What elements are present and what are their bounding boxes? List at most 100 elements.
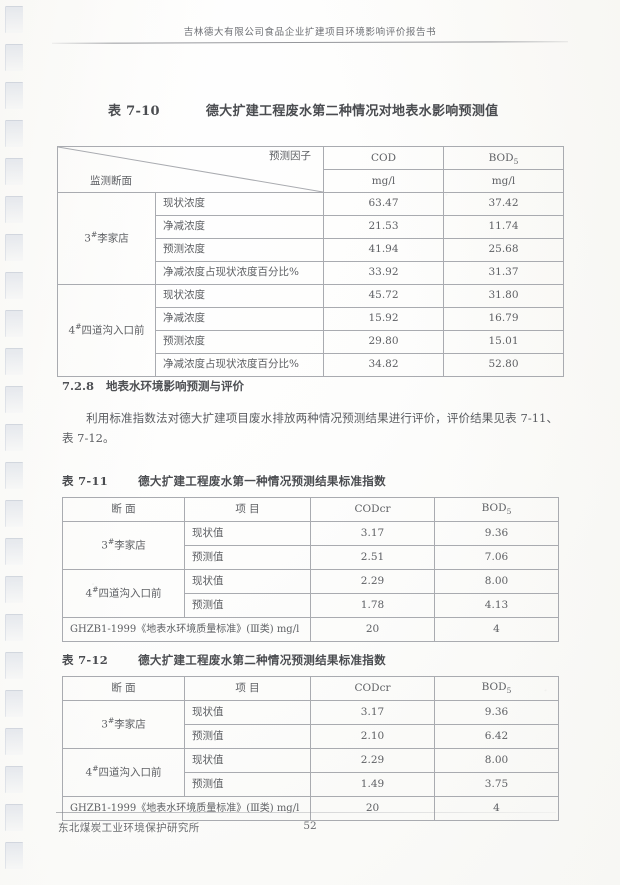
table-712-g0-r0-codcr: 3.17 xyxy=(310,700,435,725)
table-710-g0-r2-bod: 25.68 xyxy=(443,238,564,262)
table-710-g1-r2-item: 预测浓度 xyxy=(155,330,324,354)
table-710-g1-r3-item: 净减浓度占现状浓度百分比% xyxy=(155,353,324,377)
table-710-caption: 表 7-10 德大扩建工程废水第二种情况对地表水影响预测值 xyxy=(108,100,498,119)
table-711-header-section: 断 面 xyxy=(62,497,185,522)
table-row: 净减浓度 21.53 11.74 xyxy=(58,215,564,239)
table-710-g1-r0-item: 现状浓度 xyxy=(155,284,324,308)
table-712-g0-r1-bod: 6.42 xyxy=(434,724,559,749)
section-number: 7.2.8 xyxy=(62,379,95,393)
table-710-col-cod-name: COD xyxy=(370,152,397,164)
table-row: 预测值 1.49 3.75 xyxy=(63,772,559,797)
table-710-corner-cell: 预测因子 监测断面 xyxy=(57,146,324,193)
table-711-header-bod: BOD5 xyxy=(434,497,559,522)
table-712-standard-label: GHZB1-1999《地表水环境质量标准》(Ⅲ类) mg/l xyxy=(62,796,311,821)
table-711-standard-label: GHZB1-1999《地表水环境质量标准》(Ⅲ类) mg/l xyxy=(62,617,311,642)
table-711-g1-r1-codcr: 1.78 xyxy=(310,593,435,618)
table-710-g0-r1-cod: 21.53 xyxy=(323,215,444,239)
table-712: 断 面 项 目 CODcr BOD5 3#李家店 现状值 3.17 9.36 预… xyxy=(62,676,559,821)
table-710-col-cod-unit: mg/l xyxy=(324,169,443,192)
table-712-caption-title: 德大扩建工程废水第二种情况预测结果标准指数 xyxy=(138,653,386,667)
table-712-caption: 表 7-12 德大扩建工程废水第二种情况预测结果标准指数 xyxy=(62,652,386,668)
table-711-group0-section: 3#李家店 xyxy=(62,521,185,570)
table-711-g1-r0-bod: 8.00 xyxy=(434,569,559,594)
table-710-caption-title: 德大扩建工程废水第二种情况对地表水影响预测值 xyxy=(205,104,499,119)
footer-rule xyxy=(56,812,556,813)
table-712-standard-bod: 4 xyxy=(434,796,559,821)
table-710-g1-r0-cod: 45.72 xyxy=(323,284,444,308)
table-711: 断 面 项 目 CODcr BOD5 3#李家店 现状值 3.17 9.36 预… xyxy=(62,497,559,642)
table-712-g0-r1-codcr: 2.10 xyxy=(310,724,435,749)
table-710-g1-r1-item: 净减浓度 xyxy=(155,307,324,331)
header-rule xyxy=(51,41,569,44)
table-712-g0-r0-item: 现状值 xyxy=(184,700,311,725)
table-row: 净减浓度占现状浓度百分比% 34.82 52.80 xyxy=(58,353,564,377)
table-712-g0-r0-bod: 9.36 xyxy=(434,700,559,725)
footer-institute: 东北煤炭工业环境保护研究所 xyxy=(58,822,200,834)
table-711-header-codcr: CODcr xyxy=(310,497,435,522)
diagonal-line-icon xyxy=(58,147,323,192)
corner-label-predict-factor: 预测因子 xyxy=(269,150,311,162)
table-711-g0-r0-codcr: 3.17 xyxy=(310,521,435,546)
table-712-g1-r0-item: 现状值 xyxy=(184,748,311,773)
table-712-g1-r1-bod: 3.75 xyxy=(434,772,559,797)
table-710-col-bod-name: BOD5 xyxy=(488,152,519,167)
table-711-g0-r0-item: 现状值 xyxy=(184,521,311,546)
table-710-g0-r0-item: 现状浓度 xyxy=(155,192,324,216)
table-710: 预测因子 监测断面 COD mg/l BOD5 mg/l 3#李家店 现状 xyxy=(57,146,564,377)
table-711-standard-codcr: 20 xyxy=(310,617,435,642)
section-title: 地表水环境影响预测与评价 xyxy=(106,379,245,393)
table-712-header-codcr: CODcr xyxy=(310,676,435,701)
table-710-g0-r2-item: 预测浓度 xyxy=(155,238,324,262)
table-710-g1-r0-bod: 31.80 xyxy=(443,284,564,308)
table-712-header-section: 断 面 xyxy=(62,676,185,701)
table-710-col-cod: COD mg/l xyxy=(323,146,444,193)
section-728-paragraph: 利用标准指数法对德大扩建项目废水排放两种情况预测结果进行评价，评价结果见表 7-… xyxy=(62,408,558,448)
table-710-g0-r3-bod: 31.37 xyxy=(443,261,564,285)
table-710-group0-section: 3#李家店 xyxy=(57,192,156,285)
table-711-g1-r1-item: 预测值 xyxy=(184,593,311,618)
table-row: 4#四道沟入口前 现状值 2.29 8.00 xyxy=(62,569,559,618)
table-712-g0-r1-item: 预测值 xyxy=(184,724,311,749)
table-710-col-bod: BOD5 mg/l xyxy=(443,146,564,193)
table-712-standard-codcr: 20 xyxy=(310,796,435,821)
footer-page-number: 52 xyxy=(303,820,317,832)
table-710-g1-r2-bod: 15.01 xyxy=(443,330,564,354)
table-710-g0-r1-item: 净减浓度 xyxy=(155,215,324,239)
table-row: 预测值 1.78 4.13 xyxy=(63,593,559,618)
table-710-g0-r0-cod: 63.47 xyxy=(323,192,444,216)
table-710-g1-r1-cod: 15.92 xyxy=(323,307,444,331)
table-row: 净减浓度占现状浓度百分比% 33.92 31.37 xyxy=(58,261,564,285)
table-711-g1-r0-item: 现状值 xyxy=(184,569,311,594)
table-712-header-bod: BOD5 xyxy=(434,676,559,701)
table-712-group0-section: 3#李家店 xyxy=(62,700,185,749)
table-row: 4#四道沟入口前 现状浓度 45.72 31.80 xyxy=(57,284,564,377)
section-heading-728: 7.2.8 地表水环境影响预测与评价 xyxy=(62,378,244,394)
table-712-caption-number: 表 7-12 xyxy=(62,653,109,667)
table-712-standard-row: GHZB1-1999《地表水环境质量标准》(Ⅲ类) mg/l 20 4 xyxy=(62,796,559,821)
table-710-group1-section: 4#四道沟入口前 xyxy=(57,284,156,377)
table-row: 预测值 2.10 6.42 xyxy=(63,724,559,749)
table-712-g1-r0-codcr: 2.29 xyxy=(310,748,435,773)
table-711-g1-r1-bod: 4.13 xyxy=(434,593,559,618)
table-711-standard-row: GHZB1-1999《地表水环境质量标准》(Ⅲ类) mg/l 20 4 xyxy=(62,617,559,642)
table-711-g0-r1-codcr: 2.51 xyxy=(310,545,435,570)
table-711-caption-number: 表 7-11 xyxy=(62,474,109,488)
table-711-group1-section: 4#四道沟入口前 xyxy=(62,569,185,618)
table-710-g0-r1-bod: 11.74 xyxy=(443,215,564,239)
table-row: 4#四道沟入口前 现状值 2.29 8.00 xyxy=(62,748,559,797)
table-710-g1-r1-bod: 16.79 xyxy=(443,307,564,331)
table-711-g0-r1-bod: 7.06 xyxy=(434,545,559,570)
table-row: 3#李家店 现状值 3.17 9.36 xyxy=(62,521,559,570)
table-712-group1-section: 4#四道沟入口前 xyxy=(62,748,185,797)
table-710-g0-r3-cod: 33.92 xyxy=(323,261,444,285)
table-710-header-row: 预测因子 监测断面 COD mg/l BOD5 mg/l xyxy=(57,146,564,193)
table-710-g1-r3-cod: 34.82 xyxy=(323,353,444,377)
table-711-g0-r1-item: 预测值 xyxy=(184,545,311,570)
table-710-g1-r3-bod: 52.80 xyxy=(443,353,564,377)
paragraph-text: 利用标准指数法对德大扩建项目废水排放两种情况预测结果进行评价，评价结果见表 7-… xyxy=(62,411,558,445)
table-710-caption-number: 表 7-10 xyxy=(108,104,160,119)
table-712-header-row: 断 面 项 目 CODcr BOD5 xyxy=(62,676,559,701)
table-711-caption: 表 7-11 德大扩建工程废水第一种情况预测结果标准指数 xyxy=(62,473,386,489)
table-711-standard-bod: 4 xyxy=(434,617,559,642)
